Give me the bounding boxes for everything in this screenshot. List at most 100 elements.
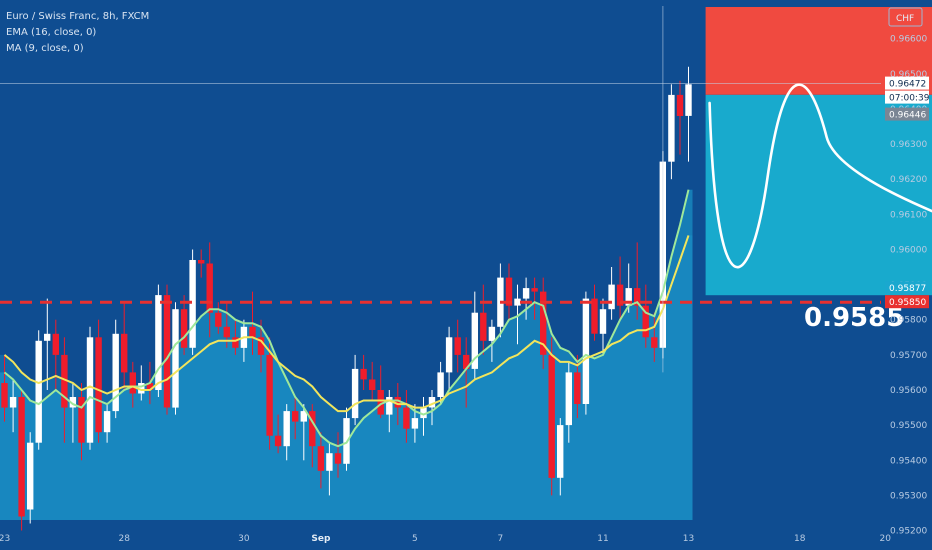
candle-up (35, 340, 42, 443)
candle-down (18, 397, 25, 517)
legend-symbol-line: Euro / Swiss Franc, 8h, FXCM (6, 11, 149, 22)
price-tick-label: 0.95700 (890, 351, 927, 361)
countdown-badge: 07:00:39 (889, 94, 930, 104)
overlay-layer (0, 6, 932, 373)
candle-up (44, 333, 51, 341)
candle-up (172, 309, 179, 408)
candle-down (463, 354, 470, 369)
candle-up (103, 411, 111, 433)
candle-down (317, 446, 325, 471)
candle-down (634, 288, 641, 306)
candle-down (676, 94, 684, 116)
legend-ma-line: MA (9, close, 0) (6, 43, 84, 54)
target-price-badge-box (885, 281, 929, 295)
candle-down (215, 312, 222, 327)
candle-down (78, 397, 85, 443)
price-tick-label: 0.95500 (890, 421, 927, 431)
candle-down (180, 309, 188, 348)
candle-up (300, 411, 307, 422)
currency-badge: CHF (896, 14, 914, 24)
candle-up (189, 260, 196, 348)
time-tick-label: 20 (879, 534, 891, 544)
candle-down (480, 312, 487, 341)
candle-up (283, 411, 290, 447)
candle-down (651, 337, 658, 348)
candle-down (642, 305, 649, 338)
price-tick-label: 0.95200 (890, 527, 927, 537)
time-tick-label: 18 (794, 534, 806, 544)
level-price-badge: 0.95850 (889, 298, 926, 308)
time-tick-label: 13 (683, 534, 694, 544)
candle-down (309, 411, 316, 447)
ma-9-line (3, 189, 690, 448)
candle-up (386, 397, 393, 415)
level-price-badge-box (885, 295, 929, 309)
candle-down (377, 390, 384, 415)
candle-down (548, 354, 555, 478)
candle-up (608, 284, 615, 310)
indicator-area-fill (0, 189, 693, 520)
price-tick-label: 0.95600 (890, 386, 927, 396)
candle-down (223, 326, 230, 338)
candle-down (198, 260, 205, 264)
candle-down (574, 372, 581, 404)
candle-down (206, 263, 213, 313)
time-tick-label: Sep (311, 534, 331, 544)
candle-up (86, 337, 94, 443)
price-tick-label: 0.95300 (890, 491, 927, 501)
candle-down (146, 383, 154, 390)
candle-up (668, 94, 675, 162)
price-tick-label: 0.96100 (890, 210, 927, 220)
legend-ema-line: EMA (16, close, 0) (6, 27, 96, 38)
price-tick-label: 0.96000 (890, 246, 927, 256)
candle-down (163, 295, 171, 408)
candle-up (138, 383, 145, 394)
indicator-lines-layer (3, 189, 690, 448)
candle-down (360, 368, 367, 380)
candle-up (326, 453, 333, 471)
candle-up (522, 288, 530, 299)
candle-up (420, 407, 427, 419)
candle-up (599, 309, 607, 334)
candle-down (616, 284, 624, 306)
indicator-area-layer (0, 189, 693, 520)
crosshair-price-badge-box (885, 107, 929, 121)
time-tick-label: 7 (498, 534, 504, 544)
time-tick-label: 5 (412, 534, 418, 544)
price-tick-label: 0.95800 (890, 316, 927, 326)
candle-up (9, 397, 17, 408)
candle-up (437, 372, 444, 397)
candle-down (232, 337, 239, 348)
candle-down (403, 407, 410, 429)
candle-down (249, 326, 256, 338)
candle-down (266, 354, 273, 436)
time-tick-label: 28 (118, 534, 130, 544)
ema-area-fill (0, 235, 693, 520)
price-tick-label: 0.96500 (890, 70, 927, 80)
candle-down (95, 337, 102, 433)
candle-down (257, 337, 265, 355)
time-tick-label: 30 (238, 534, 250, 544)
candle-down (1, 383, 8, 408)
candle-down (369, 379, 376, 390)
candle-up (685, 84, 692, 116)
current-price-badge: 0.96472 (889, 80, 926, 90)
candle-up (471, 312, 478, 369)
candle-up (514, 298, 521, 306)
current-price-badge-box (885, 76, 929, 90)
price-tick-label: 0.96200 (890, 175, 927, 185)
candle-down (334, 453, 342, 464)
currency-badge-box[interactable] (888, 7, 923, 27)
candle-down (52, 333, 59, 355)
candle-down (121, 333, 128, 373)
candle-up (565, 372, 572, 426)
time-tick-label: 23 (0, 534, 10, 544)
candle-up (411, 418, 419, 429)
ema-16-line (3, 235, 690, 413)
crosshair-price-badge: 0.96446 (889, 111, 926, 121)
candle-up (69, 397, 77, 408)
time-axis-panel (0, 520, 932, 550)
candle-up (582, 298, 590, 404)
